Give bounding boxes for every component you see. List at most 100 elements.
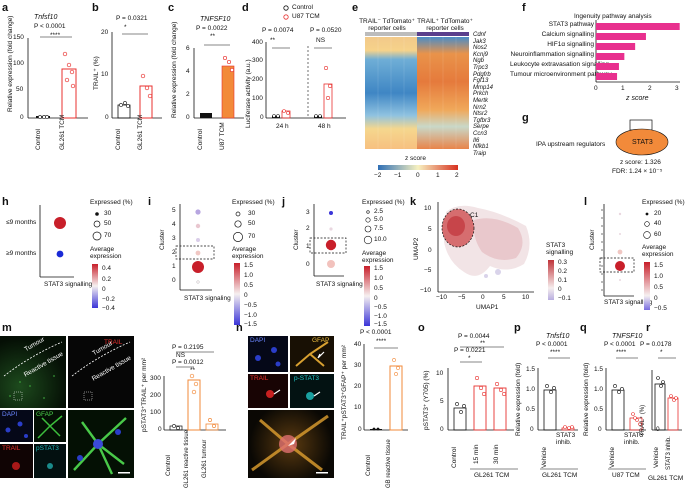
panel-k-ylabel: UMAP2 bbox=[413, 237, 420, 260]
cbar-tick: 0.5 bbox=[654, 284, 664, 291]
micrograph-gfap: GFAP bbox=[34, 410, 66, 442]
tick: 1.0 bbox=[594, 386, 604, 393]
panel-l-dots bbox=[599, 204, 635, 297]
ytick: 4 bbox=[172, 221, 176, 228]
tick: 20 bbox=[354, 383, 362, 390]
panel-l-ylabel: Cluster bbox=[589, 229, 596, 250]
ytick: 1 bbox=[172, 263, 176, 270]
panel-p-ylabel: Relative expression (fold) bbox=[515, 362, 522, 436]
ztick: −1 bbox=[394, 172, 402, 179]
pstat3-label: p-STAT3 bbox=[294, 375, 320, 382]
tick: 0 bbox=[105, 114, 109, 121]
micrograph-n-dapi: DAPI bbox=[248, 336, 288, 372]
panel-e-letter: e bbox=[352, 2, 359, 14]
cbar-tick: −0.4 bbox=[102, 305, 115, 312]
cbar-tick: 1.0 bbox=[654, 273, 664, 280]
panel-q-p: P < 0.0001 bbox=[604, 341, 636, 348]
cbar-tick: 0 bbox=[244, 292, 248, 299]
panel-e-gene-list: Cdnf Jak3 Nos2 Kcnj9 Ngb Trpc3 Pdgfrb Fg… bbox=[473, 32, 513, 162]
ytick: −5 bbox=[424, 267, 432, 274]
panel-m-p2: P = 0.0012 bbox=[172, 359, 204, 366]
trail-label: TRAIL bbox=[250, 375, 269, 382]
panel-q-sig: **** bbox=[616, 349, 627, 356]
trail-label: TRAIL bbox=[2, 445, 21, 452]
panel-n-p: P < 0.0001 bbox=[360, 329, 392, 336]
panel-d-sig2: NS bbox=[316, 37, 326, 44]
xtick: −5 bbox=[458, 294, 466, 301]
micrograph-n-gfap: GFAP bbox=[290, 336, 334, 372]
gene-label: Trpc3 bbox=[473, 64, 488, 71]
xcat: STAT3 inhib. bbox=[624, 432, 644, 447]
panel-c-ylabel: Relative expression (fold change) bbox=[171, 21, 178, 118]
cbar-tick: 0.2 bbox=[558, 268, 568, 275]
tick: 100 bbox=[150, 409, 161, 416]
pathway-bar bbox=[596, 23, 680, 30]
ztick: 2 bbox=[455, 172, 459, 179]
size-label: 70 bbox=[104, 232, 112, 239]
panel-f-pathways: STAT3 pathway Calcium signalling HIF1α s… bbox=[510, 21, 612, 82]
panel-p-letter: p bbox=[514, 322, 521, 334]
tick: 0.5 bbox=[526, 406, 536, 413]
panel-b-plot bbox=[111, 32, 162, 119]
micrograph-merge: Tumour Reactive tissue bbox=[0, 336, 66, 408]
colorbar bbox=[548, 260, 554, 300]
cbar-tick: 0 bbox=[374, 295, 378, 302]
row-label: ≥9 months bbox=[6, 250, 37, 257]
ytick: 0 bbox=[306, 261, 310, 268]
panel-m-plot bbox=[163, 351, 226, 431]
exp-title: Expressed (%) bbox=[232, 199, 275, 206]
gene-label: Il6 bbox=[473, 137, 480, 144]
cbar-tick: −0.1 bbox=[558, 295, 571, 302]
tick: 0 bbox=[186, 114, 190, 121]
size-legend bbox=[92, 212, 102, 241]
panel-a-letter: a bbox=[2, 2, 9, 14]
panel-q-ylabel: Relative expression (fold) bbox=[583, 362, 590, 436]
micrograph-n-merge bbox=[248, 410, 334, 478]
group-bracket bbox=[608, 468, 646, 470]
tick: 100 bbox=[252, 95, 263, 102]
panel-g-z: z score: 1.326 bbox=[620, 159, 661, 166]
panel-d-plot bbox=[265, 42, 346, 119]
panel-k-letter: k bbox=[410, 196, 417, 208]
panel-e-col1: TRAIL⁻ TdTomato⁺ reporter cells bbox=[359, 18, 415, 33]
micrograph-n-trail: TRAIL bbox=[248, 374, 288, 408]
exp-title: Expressed (%) bbox=[362, 199, 405, 206]
tick: 0 bbox=[656, 426, 660, 433]
gene-label: Traip bbox=[473, 150, 487, 157]
panel-a-gene: Tnfsf10 bbox=[34, 14, 58, 21]
tick: 200 bbox=[252, 76, 263, 83]
xtick: 24 h bbox=[276, 123, 289, 130]
panel-j-dots bbox=[309, 204, 347, 277]
panel-j-xlabel: STAT3 signaling bbox=[316, 281, 363, 288]
gene-label: Ntsr2 bbox=[473, 111, 488, 118]
panel-l-letter: l bbox=[584, 196, 588, 208]
ytick: −10 bbox=[420, 287, 432, 294]
tick: 400 bbox=[252, 39, 263, 46]
panel-d-p1: P = 0.0074 bbox=[262, 27, 294, 34]
panel-m-ns: NS bbox=[176, 352, 186, 359]
panel-p-group: GL261 TCM bbox=[542, 472, 578, 479]
panel-d-letter: d bbox=[242, 2, 249, 14]
pathway-label: Calcium signalling bbox=[541, 31, 594, 38]
tick: 0.5 bbox=[594, 406, 604, 413]
size-label: 70 bbox=[248, 233, 256, 240]
tick: 4 bbox=[186, 68, 190, 75]
pstat3-label: pSTAT3 bbox=[36, 445, 59, 452]
panel-g-fdr: FDR: 1.24 × 10⁻⁵ bbox=[612, 168, 663, 175]
pathway-bar bbox=[596, 43, 636, 50]
ytick: 0 bbox=[428, 247, 432, 254]
gene-label: Mertk bbox=[473, 97, 488, 104]
xcat: Vehicle bbox=[653, 447, 660, 468]
ztick: 0 bbox=[416, 172, 420, 179]
panel-r-p: P = 0.0178 bbox=[640, 341, 672, 348]
ytick: 5 bbox=[428, 226, 432, 233]
xcat: Control bbox=[35, 129, 42, 150]
colorbar bbox=[92, 264, 98, 308]
tick: 10 bbox=[101, 71, 109, 78]
tick: 0 bbox=[440, 426, 444, 433]
cbar-tick: 1.0 bbox=[244, 272, 254, 279]
panel-n-plot bbox=[363, 344, 408, 431]
panel-i-xlabel: STAT3 signaling bbox=[184, 295, 231, 302]
cbar-tick: −1.5 bbox=[244, 321, 257, 328]
cbar-tick: −0.5 bbox=[654, 305, 667, 312]
